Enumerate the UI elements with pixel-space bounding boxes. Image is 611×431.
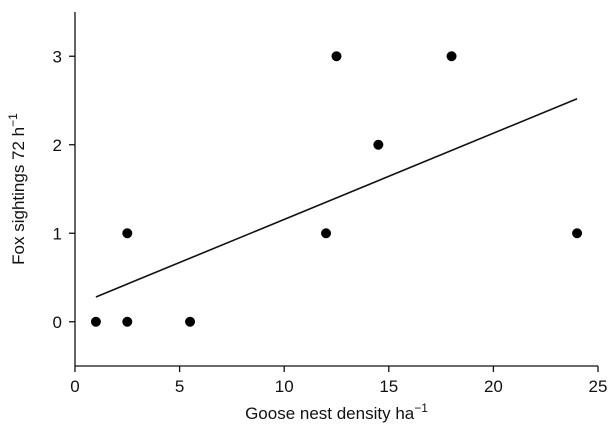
plot-area: 0 5 10 15 20 25 0 1 2 3: [53, 12, 607, 396]
data-point: [185, 316, 196, 327]
x-tick-label: 10: [275, 377, 294, 396]
data-point: [321, 228, 332, 239]
y-tick-label: 1: [53, 224, 62, 243]
x-tick-label: 20: [484, 377, 503, 396]
x-tick-label: 5: [175, 377, 184, 396]
y-axis-title: Fox sightings 72 h−1: [6, 113, 28, 265]
data-point: [373, 139, 384, 150]
y-tick-label: 0: [53, 313, 62, 332]
data-points: [90, 51, 583, 327]
data-point: [572, 228, 583, 239]
y-tick-label: 3: [53, 47, 62, 66]
y-tick-label: 2: [53, 136, 62, 155]
data-point: [122, 316, 133, 327]
x-tick-label: 25: [589, 377, 608, 396]
y-axis-title-superscript: −1: [6, 113, 20, 127]
x-axis-title-text: Goose nest density ha: [245, 404, 415, 423]
y-axis-ticks: 0 1 2 3: [53, 47, 75, 332]
y-axis-title-text: Fox sightings 72 h: [9, 127, 28, 265]
data-point: [90, 316, 101, 327]
data-point: [122, 228, 133, 239]
x-axis-title: Goose nest density ha−1: [245, 401, 428, 423]
data-point: [446, 51, 457, 62]
data-point: [331, 51, 342, 62]
x-axis-title-superscript: −1: [414, 401, 428, 415]
x-tick-label: 0: [70, 377, 79, 396]
x-tick-label: 15: [379, 377, 398, 396]
trend-line: [95, 97, 578, 298]
x-axis-ticks: 0 5 10 15 20 25: [70, 366, 607, 396]
